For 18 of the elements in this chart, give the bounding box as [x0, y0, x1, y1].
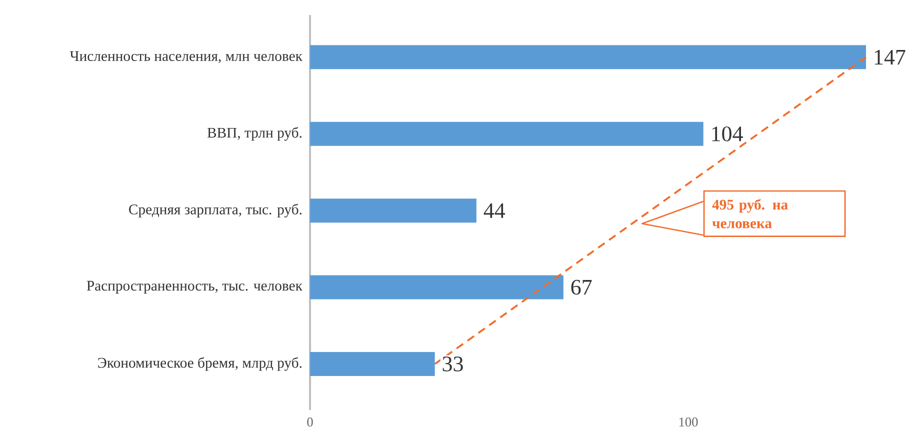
- bar: [310, 352, 435, 376]
- y-tick-label: Экономическое бремя, млрд руб.: [98, 357, 302, 371]
- data-label: 104: [712, 126, 743, 142]
- y-tick-label: Распространенность, тыс. человек: [86, 280, 302, 294]
- data-label: 33: [442, 356, 463, 372]
- data-label: 67: [571, 280, 592, 295]
- bar: [310, 45, 866, 70]
- y-tick-label: ВВП, трлн руб.: [207, 127, 302, 141]
- annotation: 495 руб. на человека: [712, 198, 788, 228]
- x-tick-label: 100: [679, 418, 698, 427]
- bar: [310, 275, 564, 300]
- y-tick-label: Средняя зарплата, тыс. руб.: [129, 204, 302, 218]
- data-label: 147: [874, 50, 906, 64]
- x-tick-label: 0: [307, 418, 313, 427]
- bar: [310, 122, 704, 146]
- data-label: 44: [484, 203, 506, 218]
- bar: [310, 198, 476, 223]
- y-tick-label: Численность населения, млн человек: [70, 51, 302, 64]
